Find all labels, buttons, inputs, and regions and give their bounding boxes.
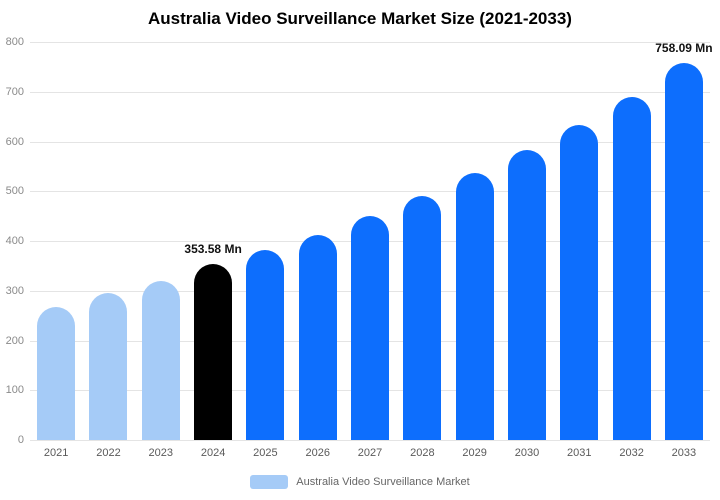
gridline-800 [30,42,710,43]
x-tick-2030: 2030 [514,447,540,459]
bar-2027 [351,215,390,440]
bar-slot-2021 [30,42,82,440]
bar-slot-2026 [292,42,344,440]
bar-slot-2029 [449,42,501,440]
y-tick-700: 700 [5,85,24,98]
y-tick-0: 0 [17,434,24,446]
bar-series: 353.58 Mn 758.09 Mn [30,40,713,440]
legend-label: Australia Video Surveillance Market [296,476,470,488]
legend: Australia Video Surveillance Market [0,475,720,489]
x-tick-2031: 2031 [567,447,592,459]
bar-slot-2027 [344,42,396,440]
bar-slot-2025 [239,42,291,440]
gridline-500 [30,191,710,193]
plot-area: 353.58 Mn 758.09 Mn [30,40,713,441]
y-tick-500: 500 [5,185,24,198]
bar-2028 [403,196,442,440]
x-tick-2021: 2021 [43,447,69,459]
x-tick-2024: 2024 [200,447,226,459]
bar-2030 [507,150,546,440]
bar-2033 [664,62,703,440]
legend-swatch [250,475,289,489]
gridline-700 [30,91,710,93]
bar-slot-2023 [135,42,187,440]
y-tick-100: 100 [5,384,24,397]
bar-slot-2033: 758.09 Mn [655,40,713,440]
x-tick-2025: 2025 [253,447,278,459]
x-tick-2029: 2029 [462,447,487,459]
data-label-2033: 758.09 Mn [655,40,713,55]
bar-slot-2024: 353.58 Mn [184,42,242,440]
bar-slot-2032 [605,42,657,440]
x-tick-2028: 2028 [410,447,435,459]
bar-2026 [298,234,337,440]
gridline-600 [30,141,710,143]
x-tick-2033: 2033 [671,447,697,459]
bar-slot-2030 [501,42,553,440]
y-tick-300: 300 [5,284,24,297]
y-tick-200: 200 [5,334,24,347]
bar-slot-2031 [553,42,605,440]
x-tick-2022: 2022 [96,447,121,459]
bar-2021 [37,307,76,440]
bar-slot-2022 [82,42,134,440]
data-label-2024: 353.58 Mn [184,242,242,257]
x-tick-2026: 2026 [305,447,330,459]
bar-2032 [612,96,651,440]
bar-2025 [246,249,285,440]
x-tick-2032: 2032 [619,447,644,459]
x-tick-2027: 2027 [357,447,383,459]
chart-title: Australia Video Surveillance Market Size… [148,9,572,28]
y-tick-400: 400 [5,235,24,247]
x-tick-2023: 2023 [148,447,174,459]
y-tick-800: 800 [5,36,24,48]
bar-2024 [194,264,233,440]
bar-slot-2028 [396,42,448,440]
bar-2029 [455,172,494,440]
x-axis: 2021 2022 2023 2024 2025 2026 2027 2028 2029 2030… [30,447,710,459]
bar-2031 [560,125,599,440]
y-tick-600: 600 [5,135,24,148]
gridline-0 [30,440,710,441]
bar-2023 [141,280,180,440]
bar-2022 [89,292,128,440]
